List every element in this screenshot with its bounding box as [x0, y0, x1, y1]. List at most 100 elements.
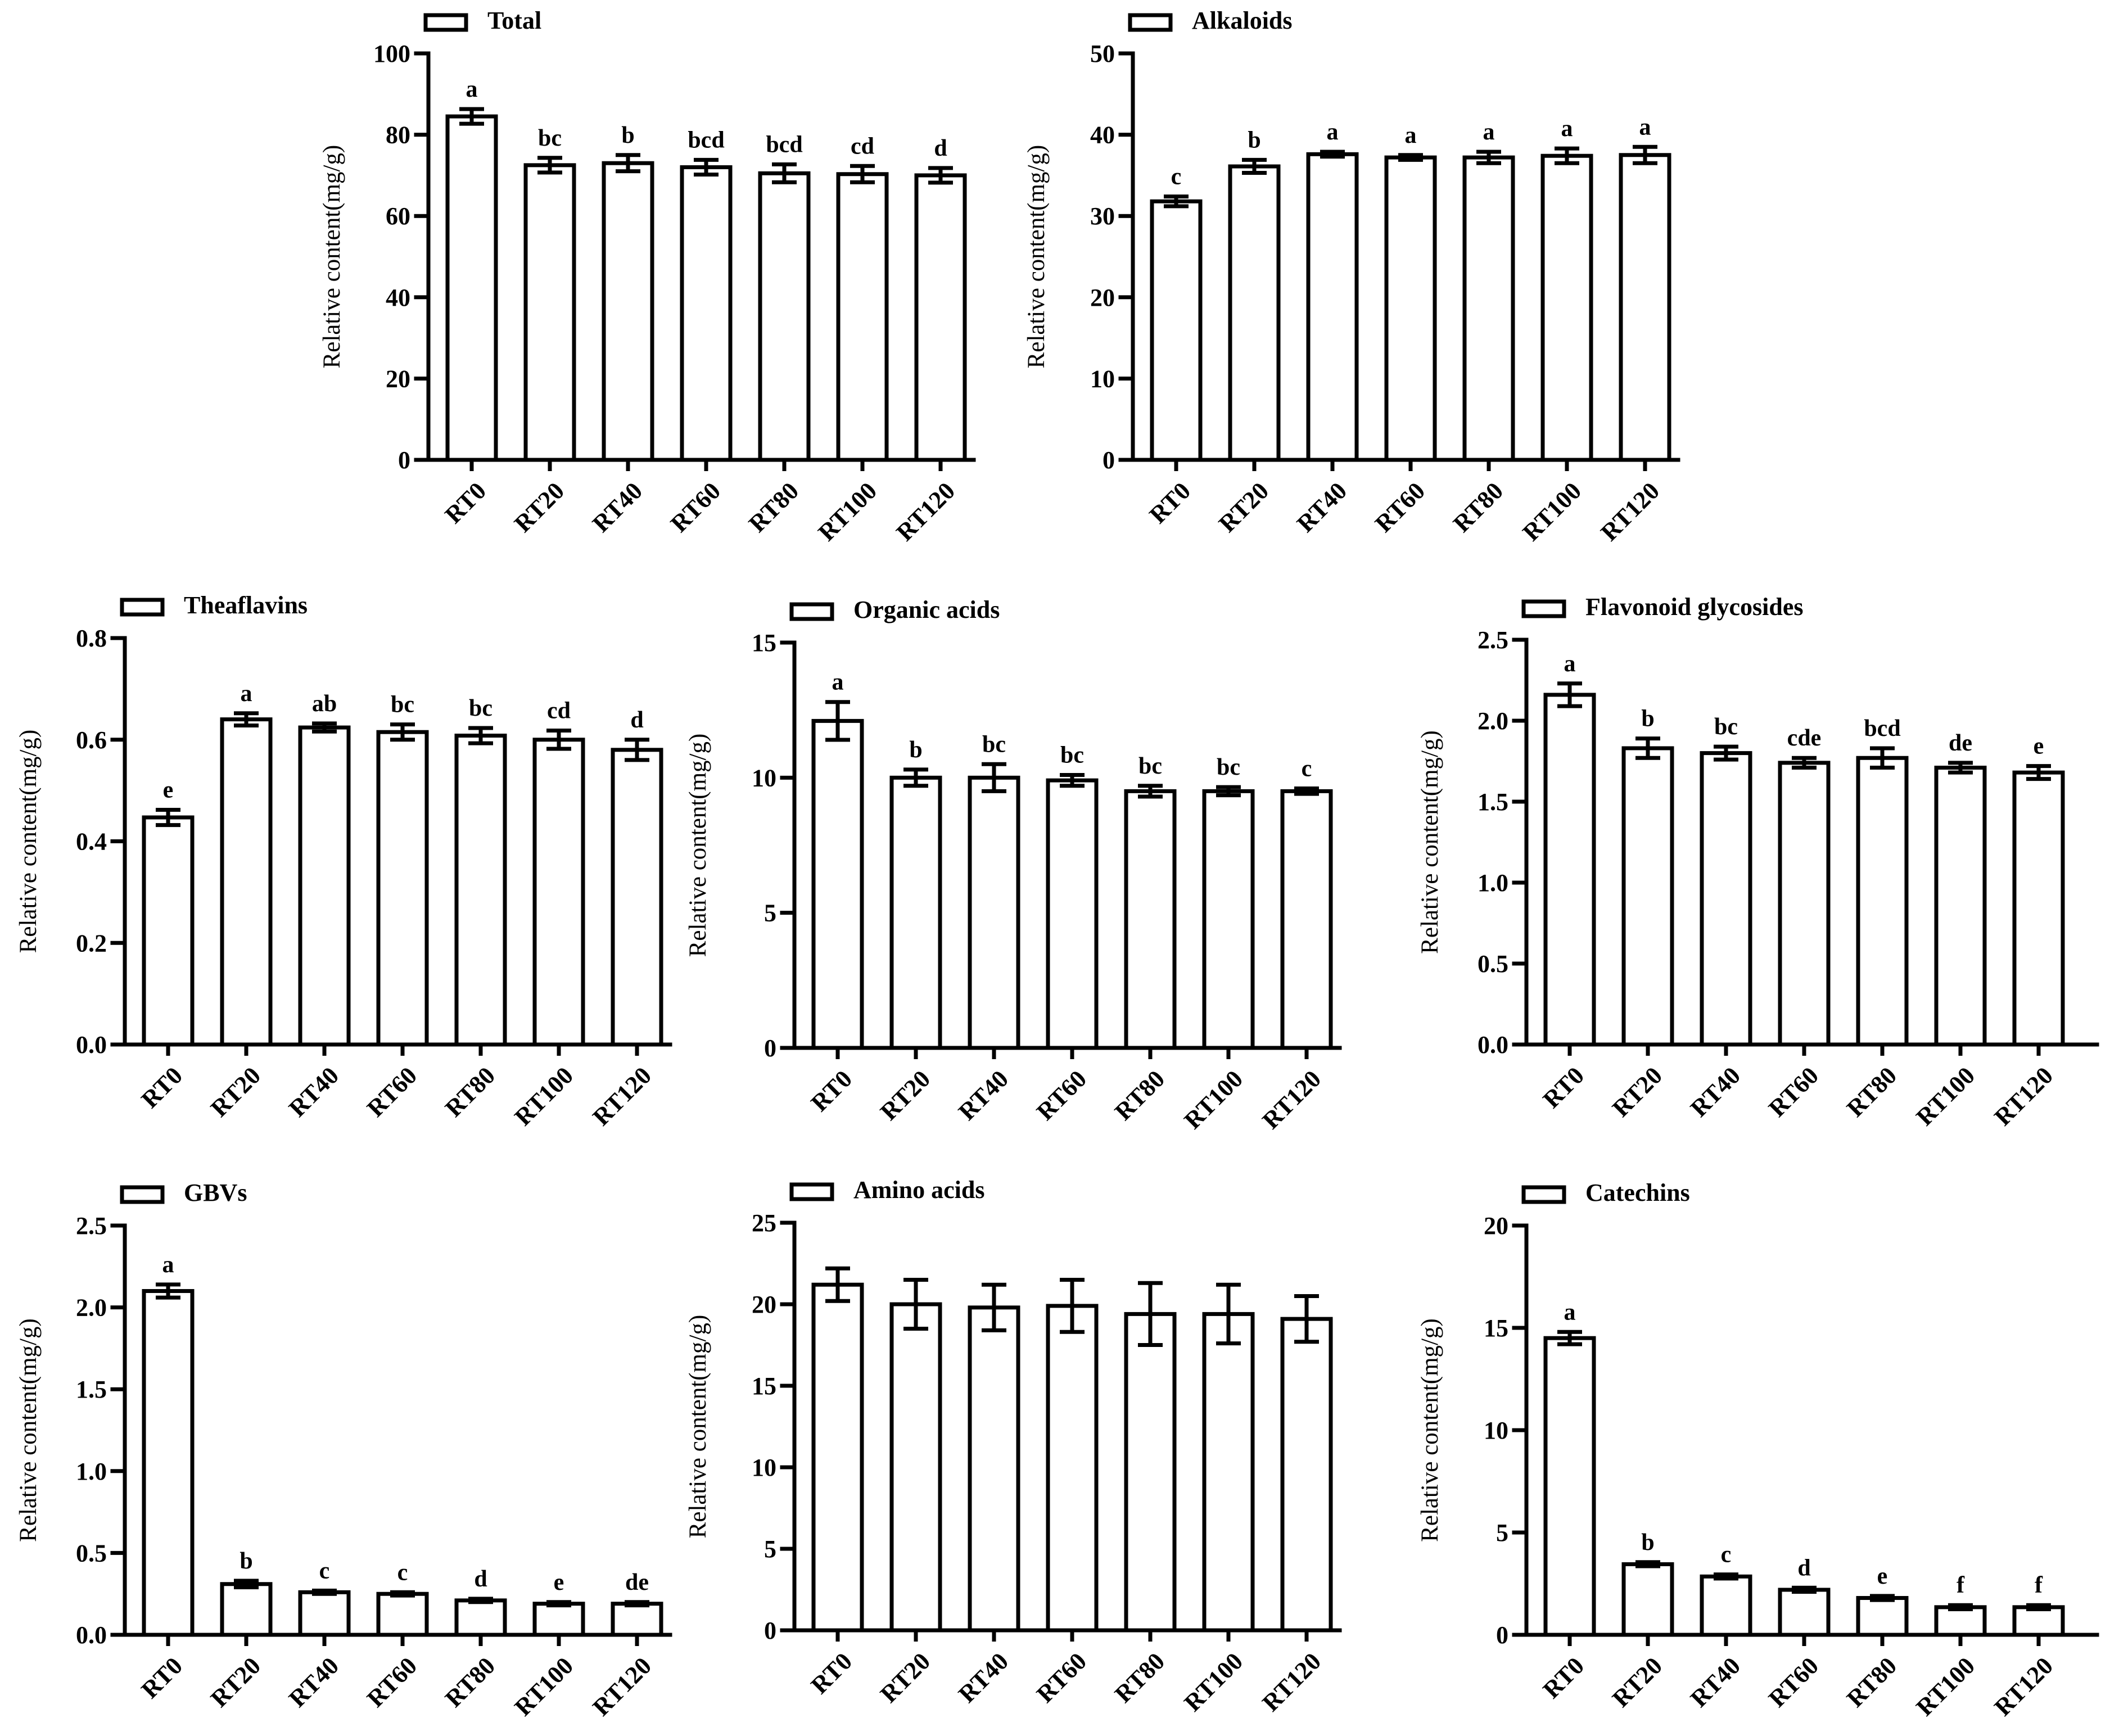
significance-label: bc	[1714, 714, 1738, 740]
x-tick-label: RT80	[1841, 1652, 1902, 1712]
error-bar	[625, 738, 649, 762]
y-tick-label: 50	[1090, 40, 1115, 67]
legend-swatch	[789, 1182, 834, 1201]
y-tick-label: 0	[1103, 446, 1115, 474]
y-tick-label: 10	[1090, 365, 1115, 392]
error-bar	[468, 1597, 493, 1604]
bar	[1543, 1336, 1596, 1637]
chart-panel: Total Relative content(mg/g) 0 20 40 60 80 100 a…	[319, 7, 976, 546]
significance-label: a	[241, 681, 252, 707]
error-bar	[1320, 150, 1345, 159]
x-tick-label: RT80	[1448, 477, 1508, 537]
significance-label: de	[1949, 730, 1972, 756]
x-tick-label: RT100	[1911, 1652, 1980, 1721]
x-tick-label: RT40	[1685, 1061, 1746, 1122]
significance-label: a	[1405, 123, 1417, 148]
bar	[1384, 155, 1437, 462]
bar	[811, 718, 864, 1050]
significance-label: cd	[851, 133, 874, 159]
significance-label: e	[554, 1570, 564, 1595]
chart-panel: GBVs Relative content(mg/g) 0.0 0.5 1.0 1.5 2.…	[15, 1179, 672, 1721]
legend-swatch	[423, 13, 468, 32]
x-tick-label: RT20	[875, 1647, 936, 1708]
x-tick-label: RT0	[1538, 1652, 1589, 1703]
y-tick-label: 15	[1484, 1314, 1508, 1342]
error-bar	[546, 728, 571, 751]
legend-swatch	[1128, 13, 1173, 32]
chart-panel: Amino acids Relative content(mg/g) 0 5 10 15 2…	[685, 1176, 1342, 1717]
y-tick-label: 0	[764, 1617, 776, 1644]
x-tick-label: RT80	[743, 477, 804, 537]
y-tick-label: 15	[752, 1372, 776, 1400]
y-tick-label: 20	[386, 365, 410, 392]
error-bar	[1870, 1594, 1895, 1602]
significance-label: bcd	[1864, 716, 1900, 742]
significance-label: b	[1641, 1530, 1654, 1556]
legend-swatch	[1521, 1185, 1566, 1204]
legend-label: Alkaloids	[1192, 7, 1293, 34]
significance-label: d	[474, 1566, 487, 1592]
bar	[1228, 164, 1281, 462]
bar	[1150, 199, 1203, 462]
bar	[1202, 789, 1255, 1050]
bar	[532, 1602, 585, 1637]
y-tick-label: 0	[1496, 1621, 1508, 1649]
significance-label: c	[319, 1558, 330, 1584]
x-tick-label: RT60	[362, 1652, 422, 1712]
error-bar	[903, 767, 928, 788]
legend-label: Theaflavins	[184, 591, 308, 619]
significance-label: c	[1302, 756, 1312, 782]
x-tick-label: RT80	[440, 1652, 500, 1712]
error-bar	[390, 722, 415, 742]
x-tick-label: RT20	[205, 1061, 266, 1122]
bar	[220, 717, 273, 1047]
legend-swatch	[789, 602, 834, 621]
bar	[1778, 1588, 1831, 1637]
y-axis-title: Relative content(mg/g)	[1417, 730, 1443, 954]
x-tick-label: RT40	[1685, 1652, 1746, 1712]
error-bar	[1164, 194, 1189, 209]
x-tick-label: RT80	[1109, 1065, 1170, 1125]
bar	[1280, 1317, 1333, 1633]
significance-label: b	[621, 123, 634, 148]
significance-label: a	[1327, 119, 1339, 145]
y-tick-label: 0	[764, 1034, 776, 1062]
legend-label: Amino acids	[853, 1176, 984, 1204]
bar	[1046, 1304, 1099, 1633]
x-tick-label: RT80	[1841, 1061, 1902, 1122]
bar	[914, 173, 967, 462]
error-bar	[2026, 764, 2051, 781]
significance-label: b	[1248, 127, 1260, 153]
error-bar	[546, 1600, 571, 1608]
bar	[298, 725, 351, 1047]
significance-label: b	[1641, 706, 1654, 732]
error-bar	[1635, 736, 1660, 760]
significance-label: bc	[1217, 754, 1240, 780]
y-axis-title: Relative content(mg/g)	[685, 734, 711, 957]
significance-label: cd	[547, 698, 571, 724]
x-tick-label: RT120	[1989, 1652, 2058, 1721]
y-tick-label: 1.5	[76, 1376, 107, 1403]
bar	[1124, 1312, 1177, 1633]
x-tick-label: RT40	[953, 1647, 1014, 1708]
bar	[1306, 152, 1359, 462]
significance-label: bc	[391, 692, 414, 718]
significance-label: f	[2035, 1572, 2043, 1598]
bar	[1540, 153, 1593, 462]
y-tick-label: 0.5	[1478, 950, 1508, 978]
y-tick-label: 2.0	[1478, 707, 1508, 735]
x-tick-label: RT0	[1144, 477, 1196, 528]
y-tick-label: 1.0	[1478, 869, 1508, 897]
error-bar	[1294, 1294, 1319, 1344]
error-bar	[982, 762, 1006, 793]
x-tick-label: RT0	[806, 1647, 857, 1699]
error-bar	[537, 156, 562, 175]
significance-label: a	[1564, 651, 1576, 677]
bar	[968, 775, 1020, 1050]
significance-label: bc	[538, 125, 562, 151]
error-bar	[1216, 785, 1241, 798]
x-tick-label: RT60	[665, 477, 726, 537]
error-bar	[1398, 153, 1423, 162]
error-bar	[1138, 784, 1163, 799]
